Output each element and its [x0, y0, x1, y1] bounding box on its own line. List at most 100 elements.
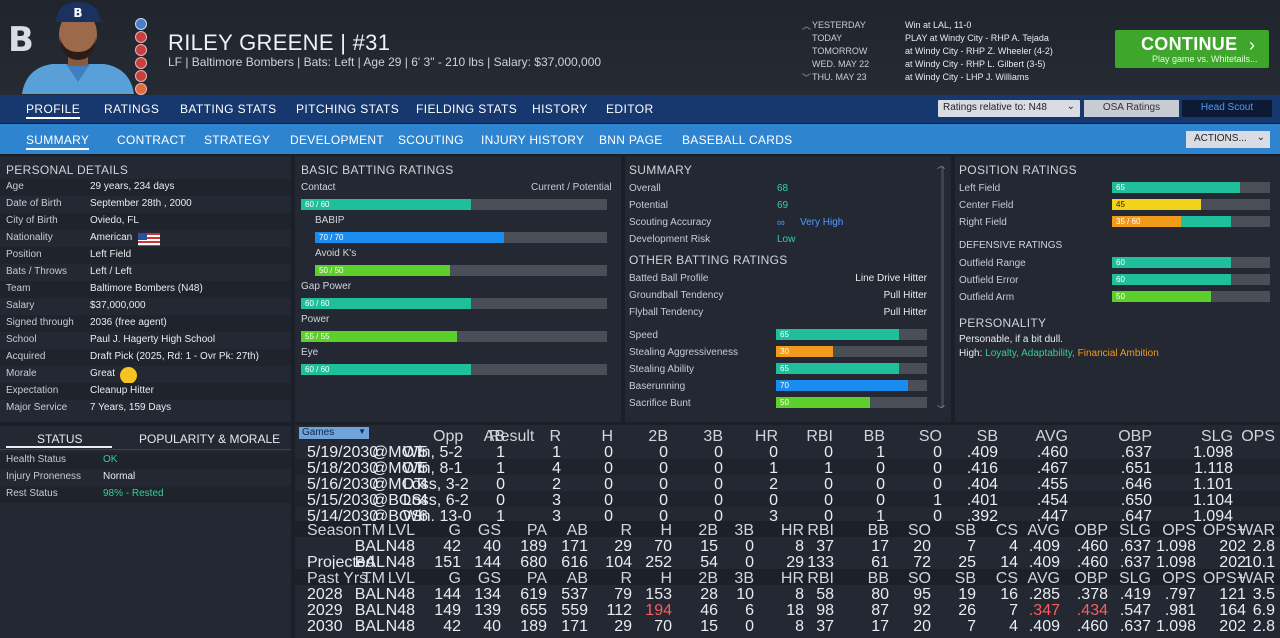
season-header[interactable]: H — [660, 570, 672, 587]
detail-value[interactable]: Paul J. Hagerty High School — [90, 334, 216, 345]
season-header[interactable]: TM — [361, 570, 385, 587]
chevron-down-icon[interactable]: ﹀ — [802, 73, 812, 83]
stats-header[interactable]: H — [601, 428, 613, 445]
stats-header[interactable]: 2B — [648, 428, 668, 445]
season-header[interactable]: R — [620, 522, 632, 539]
season-header[interactable]: AB — [566, 522, 588, 539]
season-header[interactable]: SB — [954, 570, 976, 587]
tab-editor[interactable]: EDITOR — [606, 102, 654, 116]
season-header[interactable]: PA — [526, 522, 547, 539]
season-header[interactable]: SLG — [1118, 522, 1151, 539]
season-header[interactable]: LVL — [387, 570, 415, 587]
season-header[interactable]: PA — [526, 570, 547, 587]
season-header[interactable]: RBI — [807, 570, 834, 587]
season-header[interactable]: AVG — [1027, 522, 1060, 539]
season-header[interactable]: LVL — [387, 522, 415, 539]
season-header[interactable]: GS — [477, 522, 501, 539]
game-log-cell[interactable]: @BOS — [372, 508, 423, 525]
tab-injury-history[interactable]: INJURY HISTORY — [481, 133, 585, 147]
season-header[interactable]: OPS+ — [1202, 522, 1246, 539]
schedule-row[interactable]: THU. MAY 23 at Windy City - LHP J. Willia… — [812, 72, 1029, 82]
chevron-up-icon[interactable]: ︿ — [937, 161, 945, 170]
stats-header[interactable]: Opp — [433, 428, 464, 445]
tab-development[interactable]: DEVELOPMENT — [290, 133, 384, 147]
season-header[interactable]: BB — [867, 522, 889, 539]
tab-profile[interactable]: PROFILE — [26, 102, 81, 119]
season-header[interactable]: 2B — [698, 522, 718, 539]
head-scout-button[interactable]: Head Scout — [1182, 100, 1272, 117]
stats-header[interactable]: HR — [754, 428, 778, 445]
season-header[interactable]: 3B — [734, 570, 754, 587]
stats-header[interactable]: SB — [976, 428, 998, 445]
game-log-cell[interactable]: @BOS — [372, 492, 423, 509]
games-select[interactable]: Games ▼ — [299, 427, 369, 439]
season-header[interactable]: AB — [566, 570, 588, 587]
stats-header[interactable]: AB — [483, 428, 505, 445]
tab-fielding-stats[interactable]: FIELDING STATS — [416, 102, 518, 116]
tab-bnn-page[interactable]: BNN PAGE — [599, 133, 663, 147]
season-header[interactable]: TM — [361, 522, 385, 539]
game-log-cell[interactable]: @MOT — [372, 476, 424, 493]
actions-button[interactable]: ACTIONS... ⌄ — [1186, 131, 1270, 148]
season-header[interactable]: CS — [995, 522, 1018, 539]
season-header[interactable]: 2B — [698, 570, 718, 587]
ratings-relative-select[interactable]: Ratings relative to: N48 ⌄ — [938, 100, 1080, 117]
schedule-row[interactable]: TODAY PLAY at Windy City - RHP A. Tejada — [812, 33, 1049, 43]
stats-header[interactable]: RBI — [806, 428, 833, 445]
season-header[interactable]: OPS — [1162, 522, 1196, 539]
schedule-row[interactable]: TOMORROW at Windy City - RHP Z. Wheeler (… — [812, 46, 1053, 56]
season-header[interactable]: OBP — [1074, 522, 1108, 539]
season-header[interactable]: OBP — [1074, 570, 1108, 587]
stats-header[interactable]: 3B — [703, 428, 723, 445]
season-header[interactable]: BB — [867, 570, 889, 587]
tab-pitching-stats[interactable]: PITCHING STATS — [296, 102, 400, 116]
season-header[interactable]: HR — [780, 570, 804, 587]
season-header[interactable]: SB — [954, 522, 976, 539]
season-header[interactable]: SO — [907, 570, 931, 587]
tab-summary[interactable]: SUMMARY — [26, 133, 90, 150]
tab-status[interactable]: STATUS — [6, 430, 112, 448]
stats-header[interactable]: OBP — [1118, 428, 1152, 445]
tab-batting-stats[interactable]: BATTING STATS — [180, 102, 277, 116]
season-header[interactable]: Past Yrs. — [307, 570, 372, 587]
schedule-row[interactable]: WED. MAY 22 at Windy City - RHP L. Gilber… — [812, 59, 1046, 69]
stats-header[interactable]: SO — [918, 428, 942, 445]
award-badges[interactable] — [130, 18, 152, 96]
season-header[interactable]: OPS — [1162, 570, 1196, 587]
continue-button[interactable]: CONTINUE › Play game vs. Whitetails... — [1115, 30, 1269, 68]
season-header[interactable]: G — [448, 570, 461, 587]
season-header[interactable]: HR — [780, 522, 804, 539]
chevron-up-icon[interactable]: ︿ — [802, 21, 812, 31]
tab-baseball-cards[interactable]: BASEBALL CARDS — [682, 133, 793, 147]
game-log-cell[interactable]: @MOT — [372, 460, 424, 477]
season-header[interactable]: H — [660, 522, 672, 539]
osa-ratings-button[interactable]: OSA Ratings — [1084, 100, 1179, 117]
season-header[interactable]: 3B — [734, 522, 754, 539]
schedule-row[interactable]: YESTERDAY Win at LAL, 11-0 — [812, 20, 972, 30]
stats-header[interactable]: OPS — [1241, 428, 1275, 445]
scrollbar[interactable] — [941, 166, 944, 408]
season-header[interactable]: G — [448, 522, 461, 539]
season-header[interactable]: OPS+ — [1202, 570, 1246, 587]
tab-strategy[interactable]: STRATEGY — [204, 133, 271, 147]
season-header[interactable]: GS — [477, 570, 501, 587]
season-header[interactable]: R — [620, 570, 632, 587]
stats-header[interactable]: Result — [489, 428, 535, 445]
chevron-down-icon[interactable]: ﹀ — [937, 405, 945, 414]
season-header[interactable]: WAR — [1238, 522, 1275, 539]
season-header[interactable]: AVG — [1027, 570, 1060, 587]
stats-header[interactable]: BB — [863, 428, 885, 445]
stats-header[interactable]: SLG — [1200, 428, 1233, 445]
tab-contract[interactable]: CONTRACT — [117, 133, 187, 147]
season-header[interactable]: WAR — [1238, 570, 1275, 587]
tab-history[interactable]: HISTORY — [532, 102, 588, 116]
tab-popularity-morale[interactable]: POPULARITY & MORALE — [139, 432, 281, 446]
season-header[interactable]: SLG — [1118, 570, 1151, 587]
season-header[interactable]: SO — [907, 522, 931, 539]
season-header[interactable]: RBI — [807, 522, 834, 539]
stats-header[interactable]: R — [549, 428, 561, 445]
stats-header[interactable]: AVG — [1035, 428, 1068, 445]
game-log-cell[interactable]: @MOT — [372, 444, 424, 461]
season-header[interactable]: Season — [307, 522, 362, 539]
tab-scouting[interactable]: SCOUTING — [398, 133, 464, 147]
